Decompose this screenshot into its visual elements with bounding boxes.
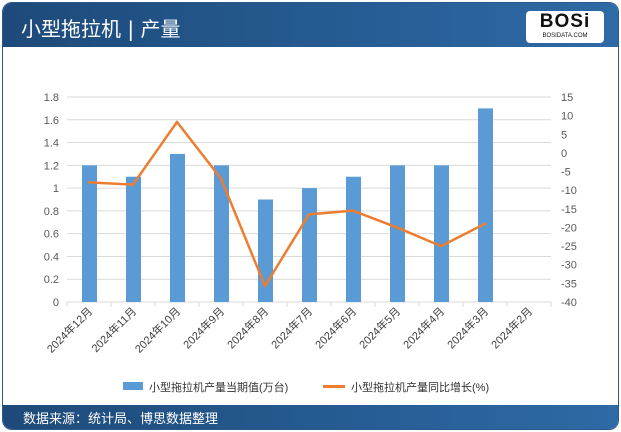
left-tick-label: 1.6 (44, 115, 59, 127)
left-tick-label: 1.4 (44, 138, 59, 150)
x-tick-label: 2024年9月 (180, 304, 227, 351)
right-tick-label: 10 (561, 111, 573, 123)
right-tick-label: -5 (561, 167, 571, 179)
left-tick-label: 0.8 (44, 206, 59, 218)
right-tick-label: 5 (561, 129, 567, 141)
bar (478, 108, 493, 302)
growth-point (395, 226, 399, 229)
right-tick-label: -30 (561, 260, 577, 272)
bar (170, 153, 185, 302)
x-tick-label: 2024年6月 (312, 304, 359, 351)
x-tick-label: 2024年10月 (132, 304, 183, 355)
bar (126, 176, 141, 302)
right-tick-label: -40 (561, 297, 577, 309)
legend-line-swatch (323, 385, 345, 388)
right-tick-label: -35 (561, 278, 577, 290)
chart: 0 0.2 0.4 0.6 0.8 1 1.2 1.4 1.6 1.8 -40 -35 -30 -25 -2… (44, 92, 577, 356)
right-tick-label: -15 (561, 204, 577, 216)
legend-line-label: 小型拖拉机产量同比增长(%) (351, 382, 490, 394)
x-tick-label: 2024年2月 (488, 304, 535, 351)
bar (390, 165, 405, 302)
x-tick-label: 2024年5月 (356, 304, 403, 351)
right-tick-label: -10 (561, 185, 577, 197)
growth-point (131, 183, 135, 186)
x-tick-label: 2024年12月 (44, 304, 95, 355)
left-tick-label: 1.2 (44, 160, 59, 172)
page-title: 小型拖拉机 | 产量 (21, 17, 181, 41)
growth-point (483, 222, 487, 225)
legend-bar-label: 小型拖拉机产量当期值(万台) (149, 382, 289, 394)
x-tick-label: 2024年7月 (268, 304, 315, 351)
x-tick-label: 2024年11月 (88, 304, 139, 355)
x-tick-label: 2024年8月 (224, 304, 271, 351)
x-tick-label: 2024年3月 (444, 304, 491, 351)
left-tick-label: 0.2 (44, 274, 59, 286)
growth-point (439, 244, 443, 248)
growth-point (263, 284, 267, 288)
legend-bar-swatch (123, 382, 143, 390)
growth-point (307, 213, 311, 216)
bar (214, 165, 229, 302)
right-tick-label: -25 (561, 241, 577, 253)
bosi-logo: BOSi BOSIDATA.COM (526, 11, 604, 43)
growth-point (175, 120, 179, 124)
left-tick-label: 1 (53, 183, 59, 195)
left-tick-label: 0 (53, 297, 59, 309)
growth-point (87, 181, 91, 184)
bar (82, 165, 97, 302)
growth-line (88, 120, 486, 288)
right-tick-label: 0 (561, 148, 567, 160)
bar (434, 165, 449, 302)
bar (346, 176, 361, 302)
right-tick-label: -20 (561, 222, 577, 234)
left-tick-label: 1.8 (44, 92, 59, 104)
growth-point (351, 209, 355, 212)
left-tick-label: 0.4 (44, 251, 59, 263)
footer-bar: 数据来源：统计局、博思数据整理 (3, 405, 618, 429)
left-tick-label: 0.6 (44, 229, 59, 241)
header-bar: 小型拖拉机 | 产量 BOSi BOSIDATA.COM (3, 3, 618, 47)
growth-point (219, 177, 223, 180)
right-tick-label: 15 (561, 92, 573, 104)
x-tick-label: 2024年4月 (400, 304, 447, 351)
bar (302, 188, 317, 302)
source-note: 数据来源：统计局、博思数据整理 (23, 412, 219, 427)
